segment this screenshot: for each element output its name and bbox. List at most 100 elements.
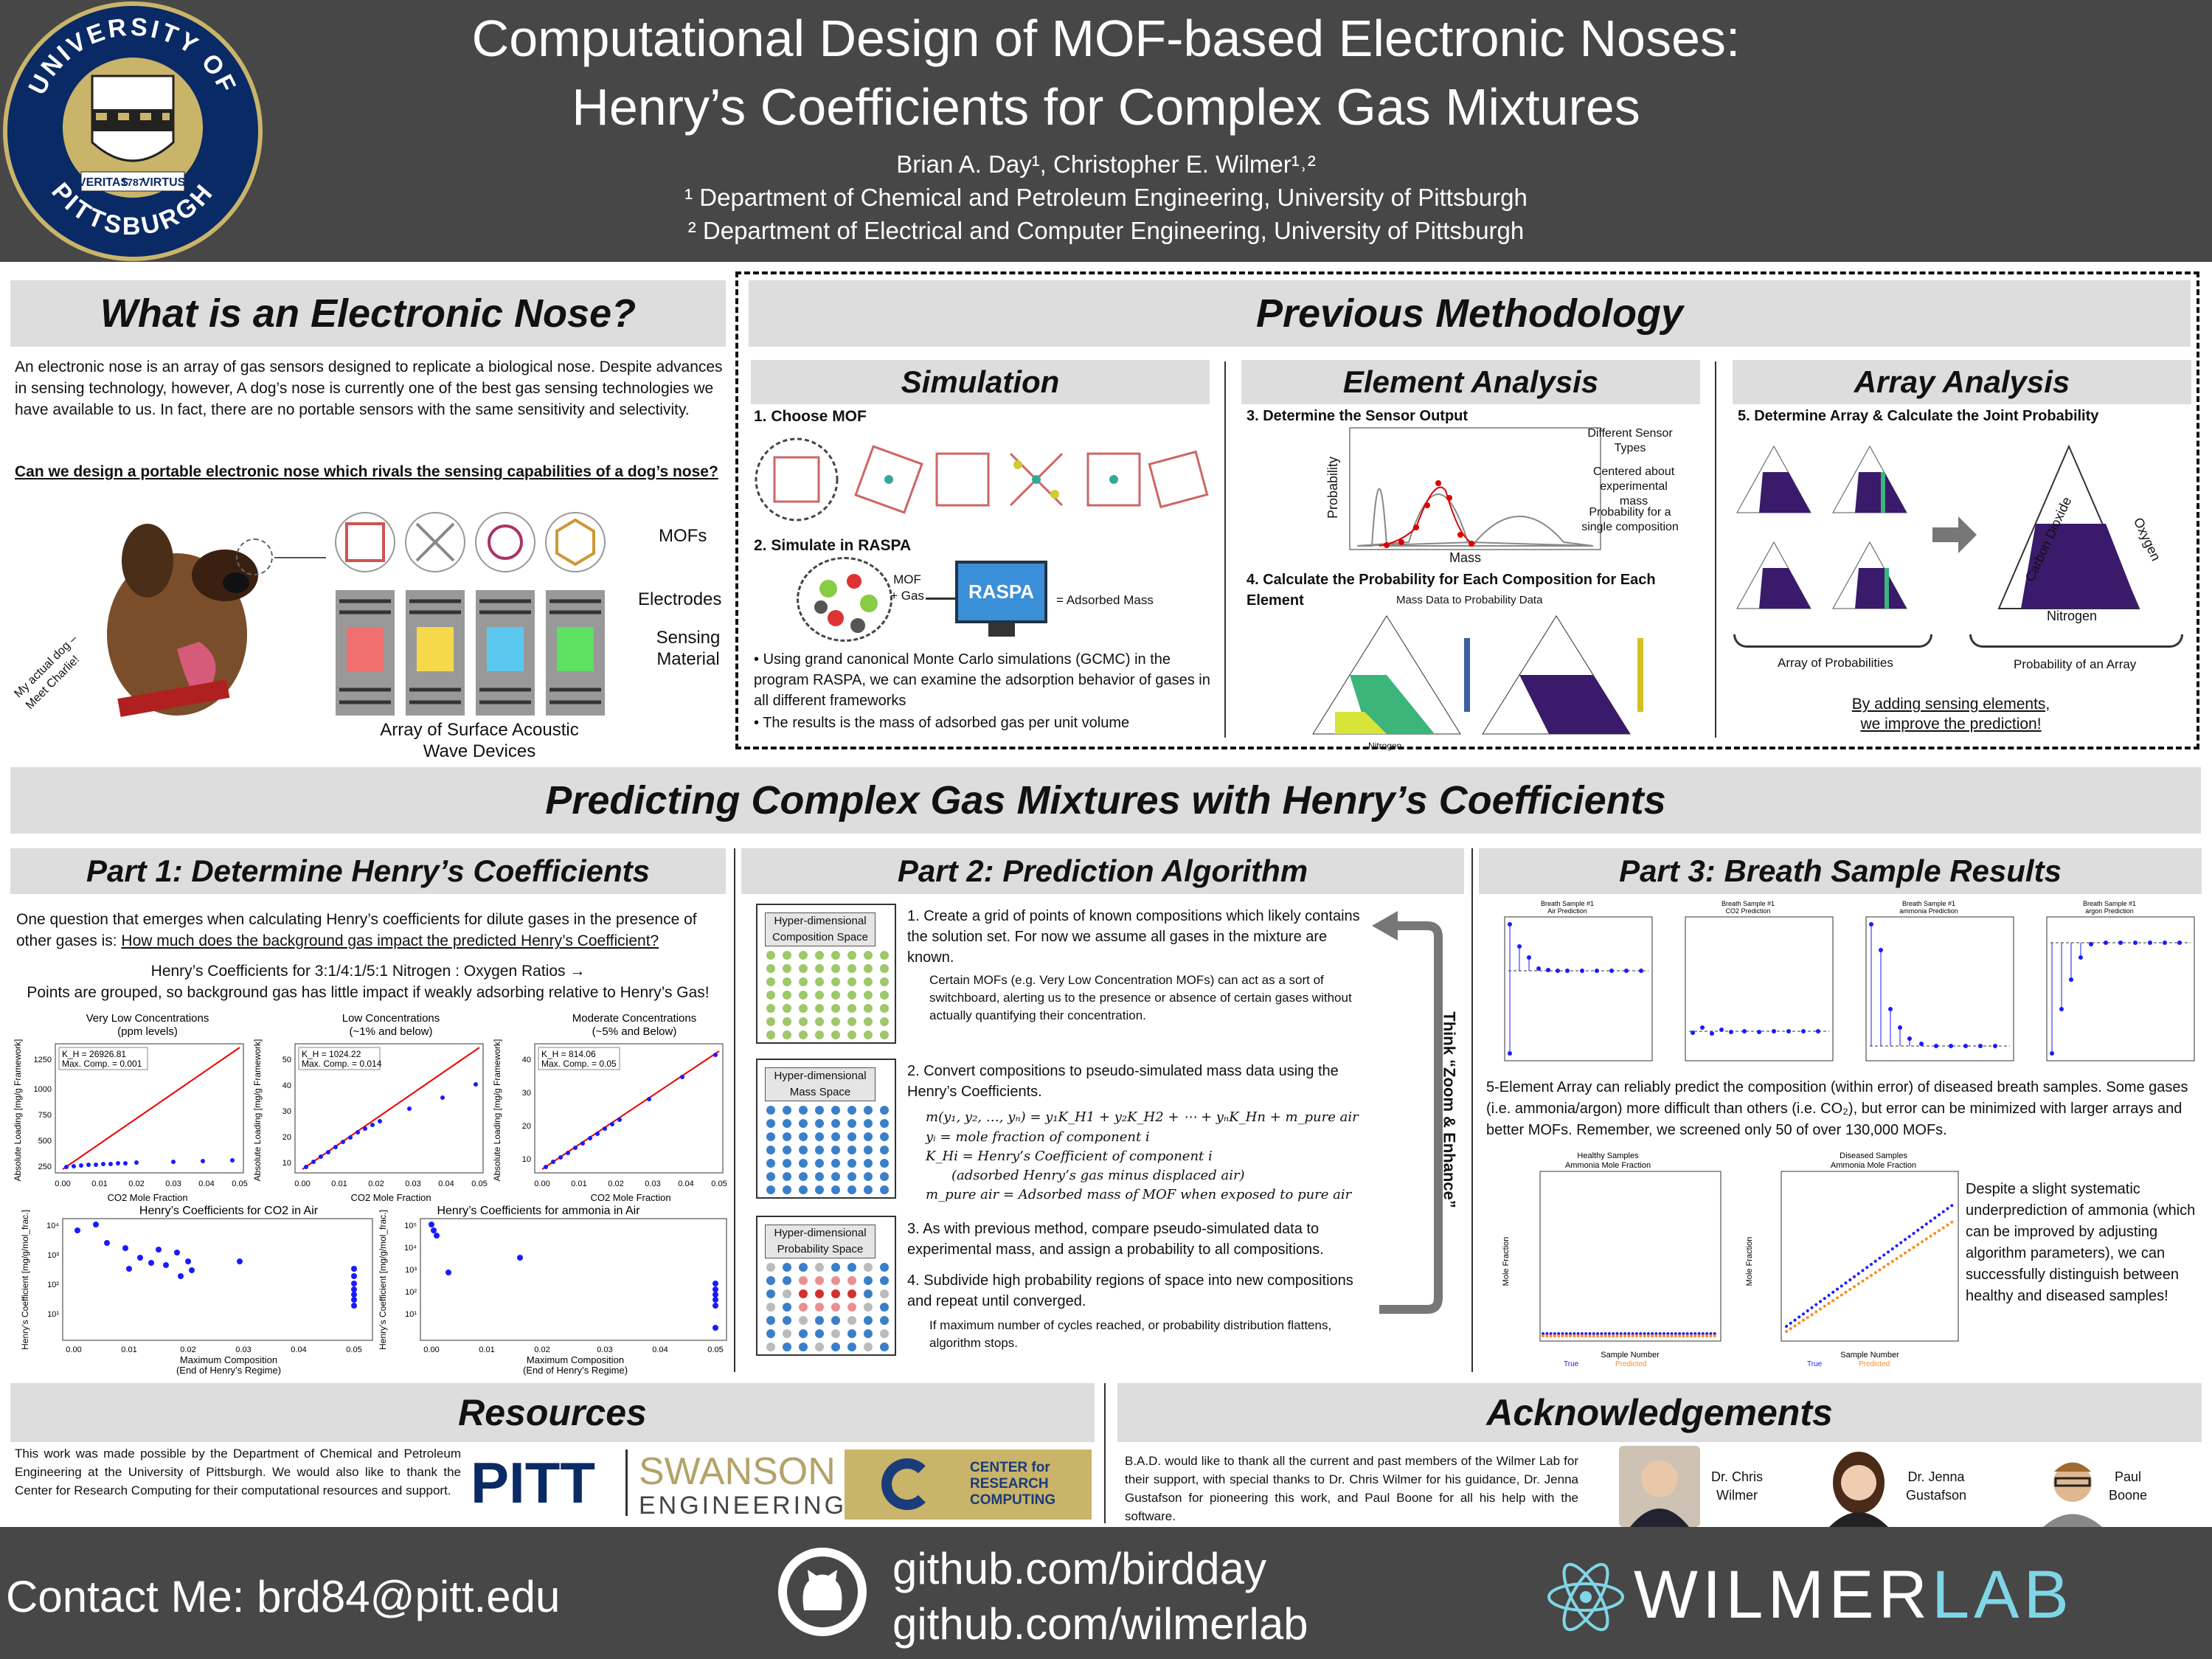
divider bbox=[1224, 361, 1226, 738]
sample-point bbox=[1553, 1332, 1556, 1335]
part3-paragraph: 5-Element Array can reliably predict the… bbox=[1486, 1079, 2188, 1138]
grid-dot bbox=[831, 1263, 840, 1272]
grid-dot bbox=[864, 991, 873, 1000]
sample-point bbox=[1682, 1332, 1685, 1335]
svg-text:Breath Sample #1: Breath Sample #1 bbox=[1541, 900, 1594, 907]
part1-intro: One question that emerges when calculati… bbox=[16, 911, 697, 949]
sample-point bbox=[1670, 1334, 1674, 1337]
sample-point bbox=[1545, 1334, 1549, 1337]
svg-text:0.02: 0.02 bbox=[128, 1180, 144, 1188]
grid-dot bbox=[783, 1106, 791, 1115]
svg-text:1787: 1787 bbox=[121, 176, 144, 188]
grid-dot bbox=[799, 1185, 808, 1194]
sample-point bbox=[1592, 1334, 1595, 1337]
sample-point bbox=[1693, 1334, 1697, 1337]
sample-point bbox=[1627, 1334, 1631, 1337]
grid-dot bbox=[766, 1132, 775, 1141]
sample-point bbox=[1646, 1332, 1650, 1335]
grid-dot bbox=[880, 1329, 889, 1338]
grid-dot bbox=[864, 1185, 873, 1194]
engineering-logo: ENGINEERING bbox=[639, 1492, 847, 1520]
section-divider bbox=[1471, 848, 1473, 1372]
sample-point bbox=[1643, 1332, 1646, 1335]
github-link-birdday[interactable]: github.com/birdday bbox=[892, 1544, 1266, 1593]
grid-dot bbox=[880, 977, 889, 986]
sample-point bbox=[1899, 1241, 1903, 1244]
sample-point bbox=[1899, 1254, 1903, 1258]
grid-dot bbox=[799, 1031, 808, 1039]
grid-dot bbox=[766, 1329, 775, 1338]
svg-text:Maximum Composition: Maximum Composition bbox=[527, 1354, 624, 1365]
sample-point bbox=[1827, 1294, 1831, 1297]
grid-dot bbox=[815, 1172, 824, 1181]
sample-point bbox=[1861, 1279, 1865, 1283]
grid-dot bbox=[799, 1146, 808, 1154]
part1-grouped: Points are grouped, so background gas ha… bbox=[27, 984, 710, 1001]
sample-point bbox=[1557, 1332, 1561, 1335]
ack-text: B.A.D. would like to thank all the curre… bbox=[1125, 1454, 1578, 1523]
sample-point bbox=[1615, 1334, 1619, 1337]
prev-method-border bbox=[735, 271, 2199, 749]
sample-point bbox=[1701, 1332, 1705, 1335]
grid-dot bbox=[815, 1329, 824, 1338]
svg-text:Healthy Samples: Healthy Samples bbox=[1577, 1151, 1639, 1160]
svg-text:K_H = 1024.22: K_H = 1024.22 bbox=[302, 1049, 361, 1059]
name-chris: Dr. Chris Wilmer bbox=[1710, 1469, 1763, 1503]
grid-dot bbox=[831, 1017, 840, 1026]
grid-dot bbox=[880, 1119, 889, 1128]
sample-point bbox=[1853, 1275, 1856, 1278]
part2-step2: 2. Convert compositions to pseudo-simula… bbox=[907, 1063, 1339, 1100]
sample-point bbox=[1639, 1332, 1643, 1335]
grid-dot bbox=[815, 1146, 824, 1154]
grid-dot bbox=[847, 1343, 856, 1351]
grid-dot bbox=[880, 1159, 889, 1168]
grid-dot bbox=[766, 1316, 775, 1325]
grid-dot bbox=[783, 951, 791, 960]
grid-dot bbox=[831, 1329, 840, 1338]
svg-text:K_H = 26926.81: K_H = 26926.81 bbox=[62, 1049, 126, 1059]
part1-heading: Part 1: Determine Henry’s Coefficients bbox=[10, 848, 726, 894]
sample-point bbox=[1941, 1210, 1945, 1213]
grid-dot bbox=[864, 1276, 873, 1285]
svg-text:0.02: 0.02 bbox=[180, 1345, 195, 1354]
sample-point bbox=[1705, 1334, 1709, 1337]
sample-point bbox=[1814, 1303, 1818, 1306]
svg-text:(End of Henry’s Regime): (End of Henry’s Regime) bbox=[523, 1365, 628, 1376]
elem-step3: 3. Determine the Sensor Output bbox=[1247, 408, 1469, 424]
grid-dot bbox=[831, 1289, 840, 1298]
grid-dot bbox=[847, 1316, 856, 1325]
contact-email[interactable]: Contact Me: brd84@pitt.edu bbox=[6, 1572, 561, 1621]
grid-dot bbox=[847, 977, 856, 986]
sample-point bbox=[1654, 1332, 1658, 1335]
grid-dot bbox=[815, 951, 824, 960]
svg-text:10²: 10² bbox=[405, 1288, 417, 1297]
sample-point bbox=[1904, 1251, 1907, 1255]
nose-callout bbox=[236, 538, 273, 575]
def-k: K_Hi = Henry’s Coefficient of component … bbox=[926, 1149, 1213, 1164]
svg-text:30: 30 bbox=[522, 1089, 531, 1098]
sample-point bbox=[1870, 1274, 1873, 1277]
grid-dot bbox=[831, 977, 840, 986]
svg-text:0.01: 0.01 bbox=[479, 1345, 494, 1354]
svg-text:Predicted: Predicted bbox=[1615, 1360, 1646, 1368]
grid-dot bbox=[880, 1316, 889, 1325]
github-link-wilmerlab[interactable]: github.com/wilmerlab bbox=[892, 1599, 1308, 1649]
sample-point bbox=[1946, 1207, 1949, 1211]
svg-text:Mole Fraction: Mole Fraction bbox=[1502, 1237, 1511, 1286]
grid-dot bbox=[831, 1106, 840, 1115]
enose-heading: What is an Electronic Nose? bbox=[10, 280, 726, 347]
def-m: m_pure air = Adsorbed mass of MOF when e… bbox=[926, 1187, 1352, 1202]
sample-point bbox=[1887, 1262, 1890, 1266]
grid-dot bbox=[783, 1316, 791, 1325]
sensor-output-plot bbox=[1328, 424, 1608, 553]
sample-point bbox=[1569, 1334, 1573, 1337]
grid-dot bbox=[815, 991, 824, 1000]
sample-point bbox=[1873, 1259, 1877, 1263]
svg-text:500: 500 bbox=[38, 1137, 52, 1146]
sample-point bbox=[1646, 1334, 1650, 1337]
raspa-arrow bbox=[926, 598, 955, 600]
svg-text:True: True bbox=[1564, 1360, 1579, 1368]
sample-point bbox=[1856, 1282, 1860, 1286]
brace-right bbox=[1969, 634, 2183, 648]
svg-text:40: 40 bbox=[522, 1056, 531, 1064]
